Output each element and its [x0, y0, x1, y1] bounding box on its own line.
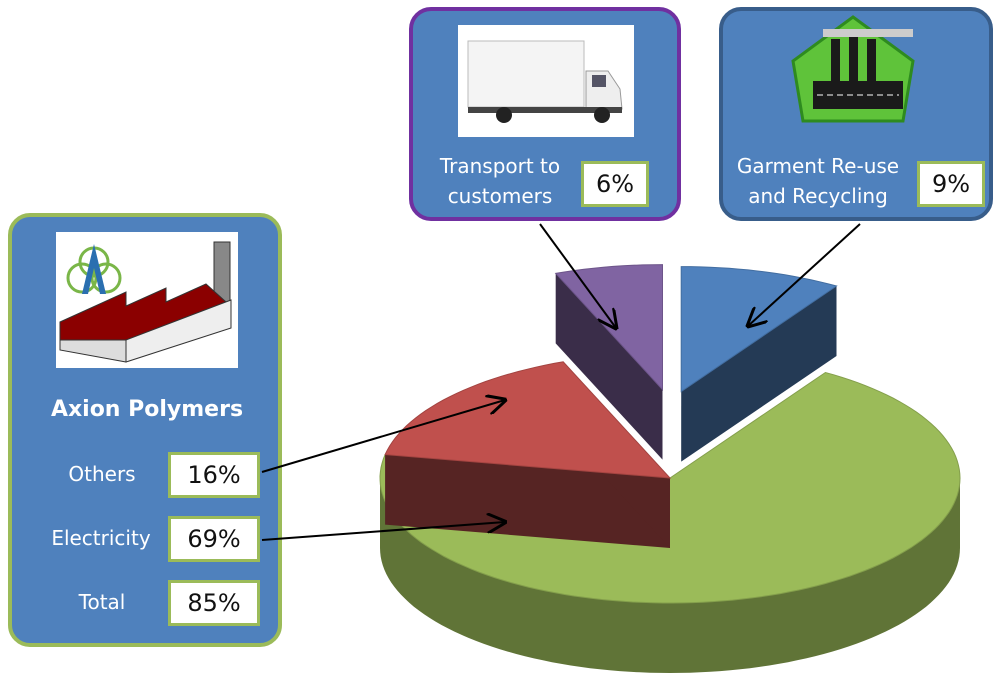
- group-title: Axion Polymers: [50, 397, 244, 422]
- total-value: 85%: [168, 580, 260, 626]
- category-label: Transport to customers: [439, 154, 561, 208]
- slice-side: [380, 478, 960, 673]
- value-label: 9%: [917, 161, 985, 207]
- category-label: Electricity: [51, 526, 151, 550]
- axion-panel: Axion Polymers Others 16% Electricity 69…: [8, 213, 282, 647]
- category-label: Garment Re-use and Recycling: [736, 154, 900, 208]
- value-label: 6%: [581, 161, 649, 207]
- factory-icon: [59, 241, 232, 363]
- factory-picture: [56, 232, 238, 368]
- slice-wall: [681, 286, 837, 462]
- transport-panel: Transport to customers 6%: [409, 7, 681, 221]
- recycling-panel: Garment Re-use and Recycling 9%: [719, 7, 993, 221]
- truck-icon: [467, 40, 623, 123]
- total-label: Total: [78, 590, 126, 614]
- category-label: Others: [68, 462, 136, 486]
- value-label: 69%: [168, 516, 260, 562]
- recycling-icon: [791, 15, 915, 123]
- value-label: 16%: [168, 452, 260, 498]
- truck-picture: [458, 25, 634, 137]
